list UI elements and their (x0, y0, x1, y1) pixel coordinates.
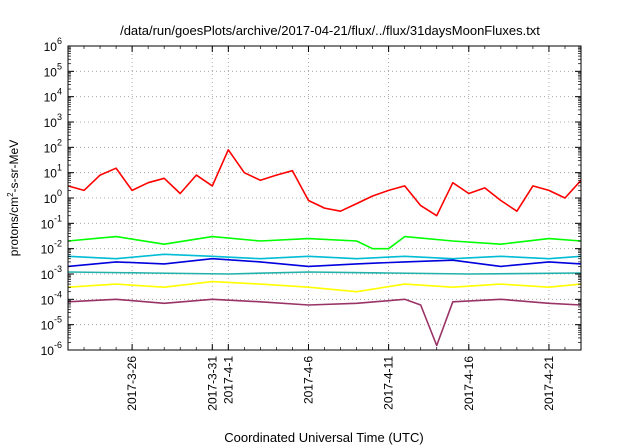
series-line-5 (67, 271, 582, 275)
y-tick-label: 102 (44, 137, 62, 155)
y-axis-label-post: -s-sr-MeV (7, 140, 21, 193)
y-tick-label: 100 (44, 188, 62, 206)
x-tick-label: 2017-4-6 (301, 356, 315, 404)
y-axis-label: protons/cm2-s-sr-MeV (6, 140, 21, 256)
x-tick-label: 2017-4-1 (221, 356, 235, 404)
y-tick-labels: 10-6 10-5 10-4 10-3 10-2 10-1 100 101 102 103 104 1… (41, 36, 62, 358)
y-tick-label: 10-6 (41, 340, 62, 358)
series-line-2 (67, 235, 582, 250)
x-tick-label: 2017-4-21 (542, 356, 556, 411)
x-axis-label: Coordinated Universal Time (UTC) (224, 430, 423, 445)
series-line-7 (67, 298, 582, 347)
y-tick-label: 10-4 (41, 289, 62, 307)
chart-title: /data/run/goesPlots/archive/2017-04-21/f… (120, 23, 540, 38)
y-axis-label-sup: 2 (6, 192, 15, 197)
series-line-4 (67, 257, 582, 268)
series-line-3 (67, 253, 582, 260)
series-line-1 (67, 149, 582, 217)
x-tick-label: 2017-3-26 (125, 356, 139, 411)
y-tick-label: 105 (44, 61, 62, 79)
y-tick-label: 101 (44, 163, 62, 181)
y-tick-label: 106 (44, 36, 62, 54)
y-tick-label: 10-1 (41, 213, 62, 231)
y-axis-label-pre: protons/cm (7, 197, 21, 256)
axis-ticks (67, 45, 582, 351)
x-tick-label: 2017-3-31 (205, 356, 219, 411)
y-tick-label: 103 (44, 112, 62, 130)
y-tick-label: 10-2 (41, 239, 62, 257)
y-tick-label: 10-5 (41, 315, 62, 333)
series-layer (67, 149, 582, 347)
x-tick-labels: 2017-3-26 2017-3-31 2017-4-1 2017-4-6 2017-4… (125, 356, 556, 411)
x-tick-label: 2017-4-16 (462, 356, 476, 411)
series-line-6 (67, 280, 582, 293)
y-tick-label: 104 (44, 87, 62, 105)
x-tick-label: 2017-4-11 (382, 356, 396, 410)
grid (68, 46, 581, 350)
y-tick-label: 10-3 (41, 264, 62, 282)
